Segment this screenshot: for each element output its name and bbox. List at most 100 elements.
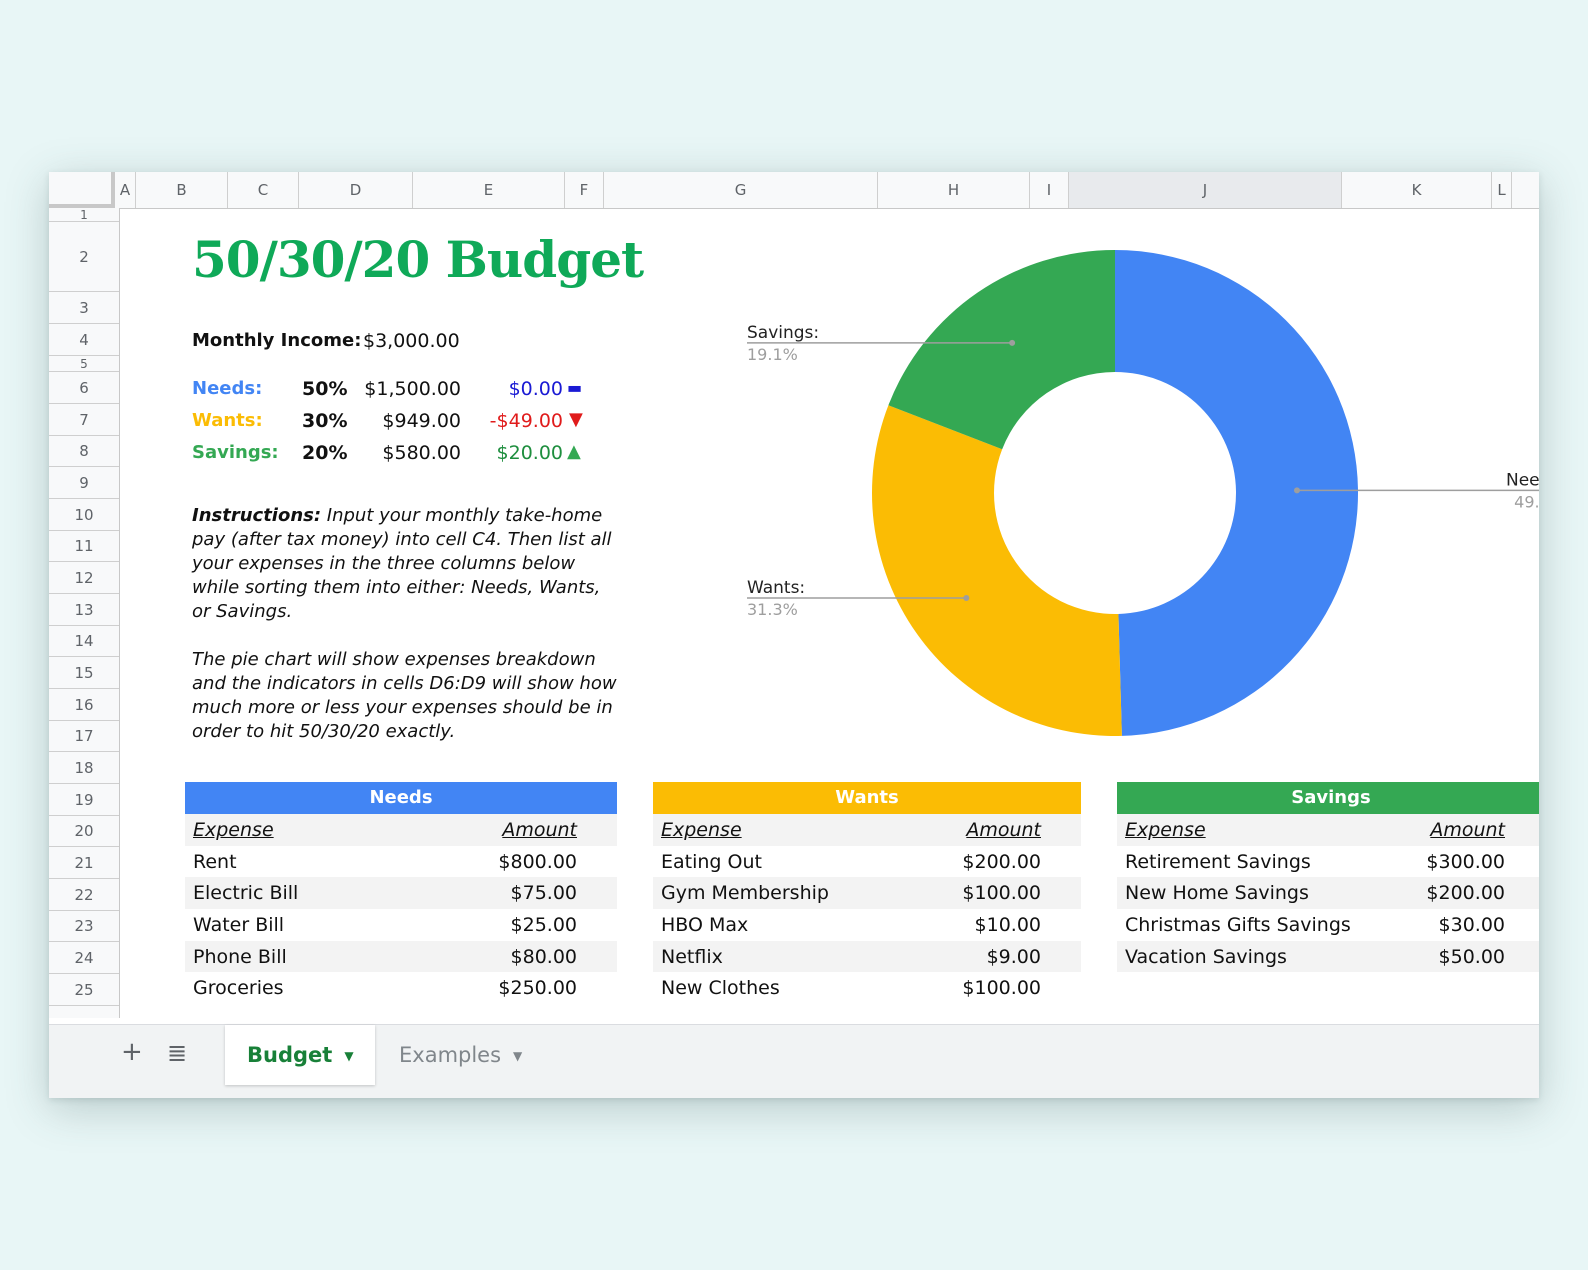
column-header-c[interactable]: C [228,172,299,208]
column-header-f[interactable]: F [565,172,604,208]
table-row[interactable]: Electric Bill $75.00 [185,877,617,910]
needs-amount: $1,500.00 [364,378,461,400]
row-header[interactable]: 16 [49,689,119,721]
leader-dot [1009,339,1016,346]
row-header-bar: 1 2 3 4 5 6 7 8 9 10 11 12 13 14 15 16 1… [49,208,120,1018]
expense-column-header: Expense [1125,818,1206,841]
row-header[interactable]: 21 [49,847,119,879]
row-header[interactable]: 18 [49,752,119,784]
row-header[interactable]: 10 [49,499,119,531]
table-row[interactable]: Gym Membership $100.00 [653,877,1081,910]
row-header[interactable]: 12 [49,562,119,594]
row-header[interactable]: 9 [49,467,119,499]
expense-name: Christmas Gifts Savings [1125,913,1351,936]
row-header[interactable]: 20 [49,816,119,847]
column-header-i[interactable]: I [1030,172,1069,208]
row-header[interactable]: 19 [49,784,119,816]
donut-slice-needs[interactable] [1115,250,1358,736]
row-header[interactable]: 7 [49,404,119,436]
table-row[interactable]: New Home Savings $200.00 [1117,877,1539,910]
expense-amount: $50.00 [1438,945,1505,968]
column-header-g[interactable]: G [604,172,878,208]
expense-amount: $75.00 [510,882,577,905]
expense-name: Netflix [661,945,723,968]
row-header[interactable]: 2 [49,222,119,292]
row-header[interactable]: 15 [49,657,119,689]
all-sheets-list-icon[interactable]: ≣ [167,1039,188,1067]
wants-delta: -$49.00 [489,410,563,432]
expense-name: Eating Out [661,850,762,873]
row-header[interactable]: 14 [49,626,119,657]
expense-name: Electric Bill [193,882,299,905]
table-row[interactable]: Phone Bill $80.00 [185,940,617,973]
savings-amount: $580.00 [382,442,461,464]
table-row[interactable]: Vacation Savings $50.00 [1117,940,1539,973]
row-header[interactable]: 13 [49,594,119,626]
column-header-a[interactable]: A [115,172,136,208]
column-header-k[interactable]: K [1342,172,1492,208]
instructions-paragraph-1: Input your monthly take-home pay (after … [192,505,612,622]
table-row[interactable]: New Clothes $100.00 [653,972,1081,1004]
leader-dot [1293,487,1300,494]
tab-examples-label: Examples [399,1043,502,1067]
tab-budget-label: Budget [247,1043,333,1067]
expense-amount: $10.00 [974,913,1041,936]
row-header[interactable]: 5 [49,356,119,372]
tab-examples-dropdown-icon[interactable]: ▼ [513,1049,523,1063]
column-header-h[interactable]: H [878,172,1030,208]
expense-column-header: Expense [193,818,274,841]
row-header[interactable]: 11 [49,531,119,562]
expense-amount: $9.00 [986,945,1041,968]
wants-indicator-icon: ▼ [569,409,583,430]
leader-dot [963,594,970,601]
monthly-income-value[interactable]: $3,000.00 [363,330,460,352]
row-header[interactable]: 23 [49,911,119,942]
wants-label: Wants: [192,410,263,431]
row-header[interactable]: 8 [49,436,119,467]
table-row[interactable]: HBO Max $10.00 [653,909,1081,941]
row-header[interactable]: 4 [49,324,119,356]
row-header[interactable]: 24 [49,942,119,974]
expense-amount: $300.00 [1426,850,1505,873]
row-header[interactable]: 1 [49,208,119,222]
table-row[interactable]: Water Bill $25.00 [185,909,617,941]
slice-value-label: 49.5% [1514,492,1539,511]
savings-table-header: Savings [1117,782,1539,814]
row-header[interactable]: 17 [49,721,119,752]
add-sheet-icon[interactable]: + [121,1037,143,1067]
needs-delta: $0.00 [508,378,563,400]
column-header-j[interactable]: J [1069,172,1342,208]
expense-name: Rent [193,850,237,873]
savings-delta: $20.00 [496,442,563,464]
row-header[interactable]: 6 [49,372,119,404]
column-header-e[interactable]: E [413,172,565,208]
table-row[interactable]: Retirement Savings $300.00 [1117,846,1539,878]
donut-chart[interactable]: Needs: 49.5% Wants: 31.3% Savings: 19.1% [659,228,1539,778]
expense-name: New Clothes [661,977,780,1000]
instructions-lead: Instructions: [192,505,322,526]
slice-value-label: 19.1% [747,345,798,364]
row-header[interactable]: 22 [49,879,119,911]
tab-budget-dropdown-icon[interactable]: ▼ [344,1049,354,1063]
donut-slice-wants[interactable] [872,405,1122,736]
donut-slice-savings[interactable] [888,250,1115,450]
sheet-grid[interactable]: 50/30/20 Budget Monthly Income: $3,000.0… [119,208,1539,1018]
column-header-b[interactable]: B [136,172,228,208]
select-all-corner[interactable] [49,172,115,208]
needs-percent: 50% [302,378,348,400]
expense-name: Vacation Savings [1125,945,1287,968]
table-row[interactable]: Netflix $9.00 [653,940,1081,973]
amount-column-header: Amount [966,818,1041,841]
column-header-bar: A B C D E F G H I J K L [49,172,1539,209]
table-row[interactable]: Groceries $250.00 [185,972,617,1004]
row-header[interactable]: 25 [49,974,119,1006]
column-header-d[interactable]: D [299,172,413,208]
table-row[interactable]: Rent $800.00 [185,846,617,878]
wants-table-header: Wants [653,782,1081,814]
tab-budget[interactable]: Budget ▼ [225,1025,375,1085]
row-header[interactable]: 3 [49,292,119,324]
tab-examples[interactable]: Examples ▼ [377,1025,547,1085]
column-header-l[interactable]: L [1492,172,1512,208]
table-row[interactable]: Christmas Gifts Savings $30.00 [1117,909,1539,941]
table-row[interactable]: Eating Out $200.00 [653,846,1081,878]
